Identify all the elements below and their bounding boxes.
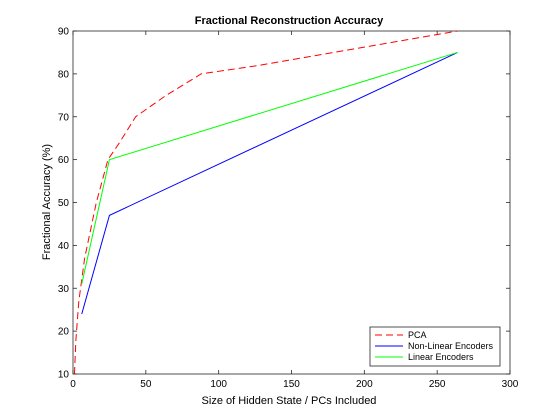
x-tick-label: 50	[140, 379, 152, 390]
legend-entry-label: Linear Encoders	[408, 352, 474, 362]
y-tick-label: 30	[58, 284, 70, 295]
series-line-linear-encoders	[81, 51, 458, 285]
x-tick-label: 100	[210, 379, 227, 390]
x-tick-label: 150	[283, 379, 300, 390]
axes: 0 50 100 150 200 250 300 10 20 30 40 50 60 70 80 90	[58, 27, 519, 391]
chart-title: Fractional Reconstruction Accuracy	[195, 15, 384, 27]
plot-area-box	[72, 30, 511, 375]
x-axis-label: Size of Hidden State / PCs Included	[202, 395, 377, 407]
legend-entry-label: Non-Linear Encoders	[408, 341, 494, 351]
y-tick-label: 70	[58, 112, 70, 123]
x-tick-label: 300	[502, 379, 519, 390]
y-tick-label: 50	[58, 198, 70, 209]
y-tick-label: 80	[58, 69, 70, 80]
x-tick-label: 0	[70, 379, 76, 390]
y-tick-label: 20	[58, 327, 70, 338]
y-axis-label: Fractional Accuracy (%)	[41, 144, 53, 260]
series-line-non-linear-encoders	[81, 51, 458, 315]
y-tick-label: 90	[58, 27, 70, 38]
x-tick-label: 250	[429, 379, 446, 390]
x-tick-label: 200	[356, 379, 373, 390]
y-tick-label: 60	[58, 155, 70, 166]
legend-entry-label: PCA	[408, 330, 427, 340]
y-tick-label: 10	[58, 370, 70, 381]
y-tick-label: 40	[58, 241, 70, 252]
series-line-pca	[73, 30, 458, 375]
series-lines	[73, 30, 458, 375]
